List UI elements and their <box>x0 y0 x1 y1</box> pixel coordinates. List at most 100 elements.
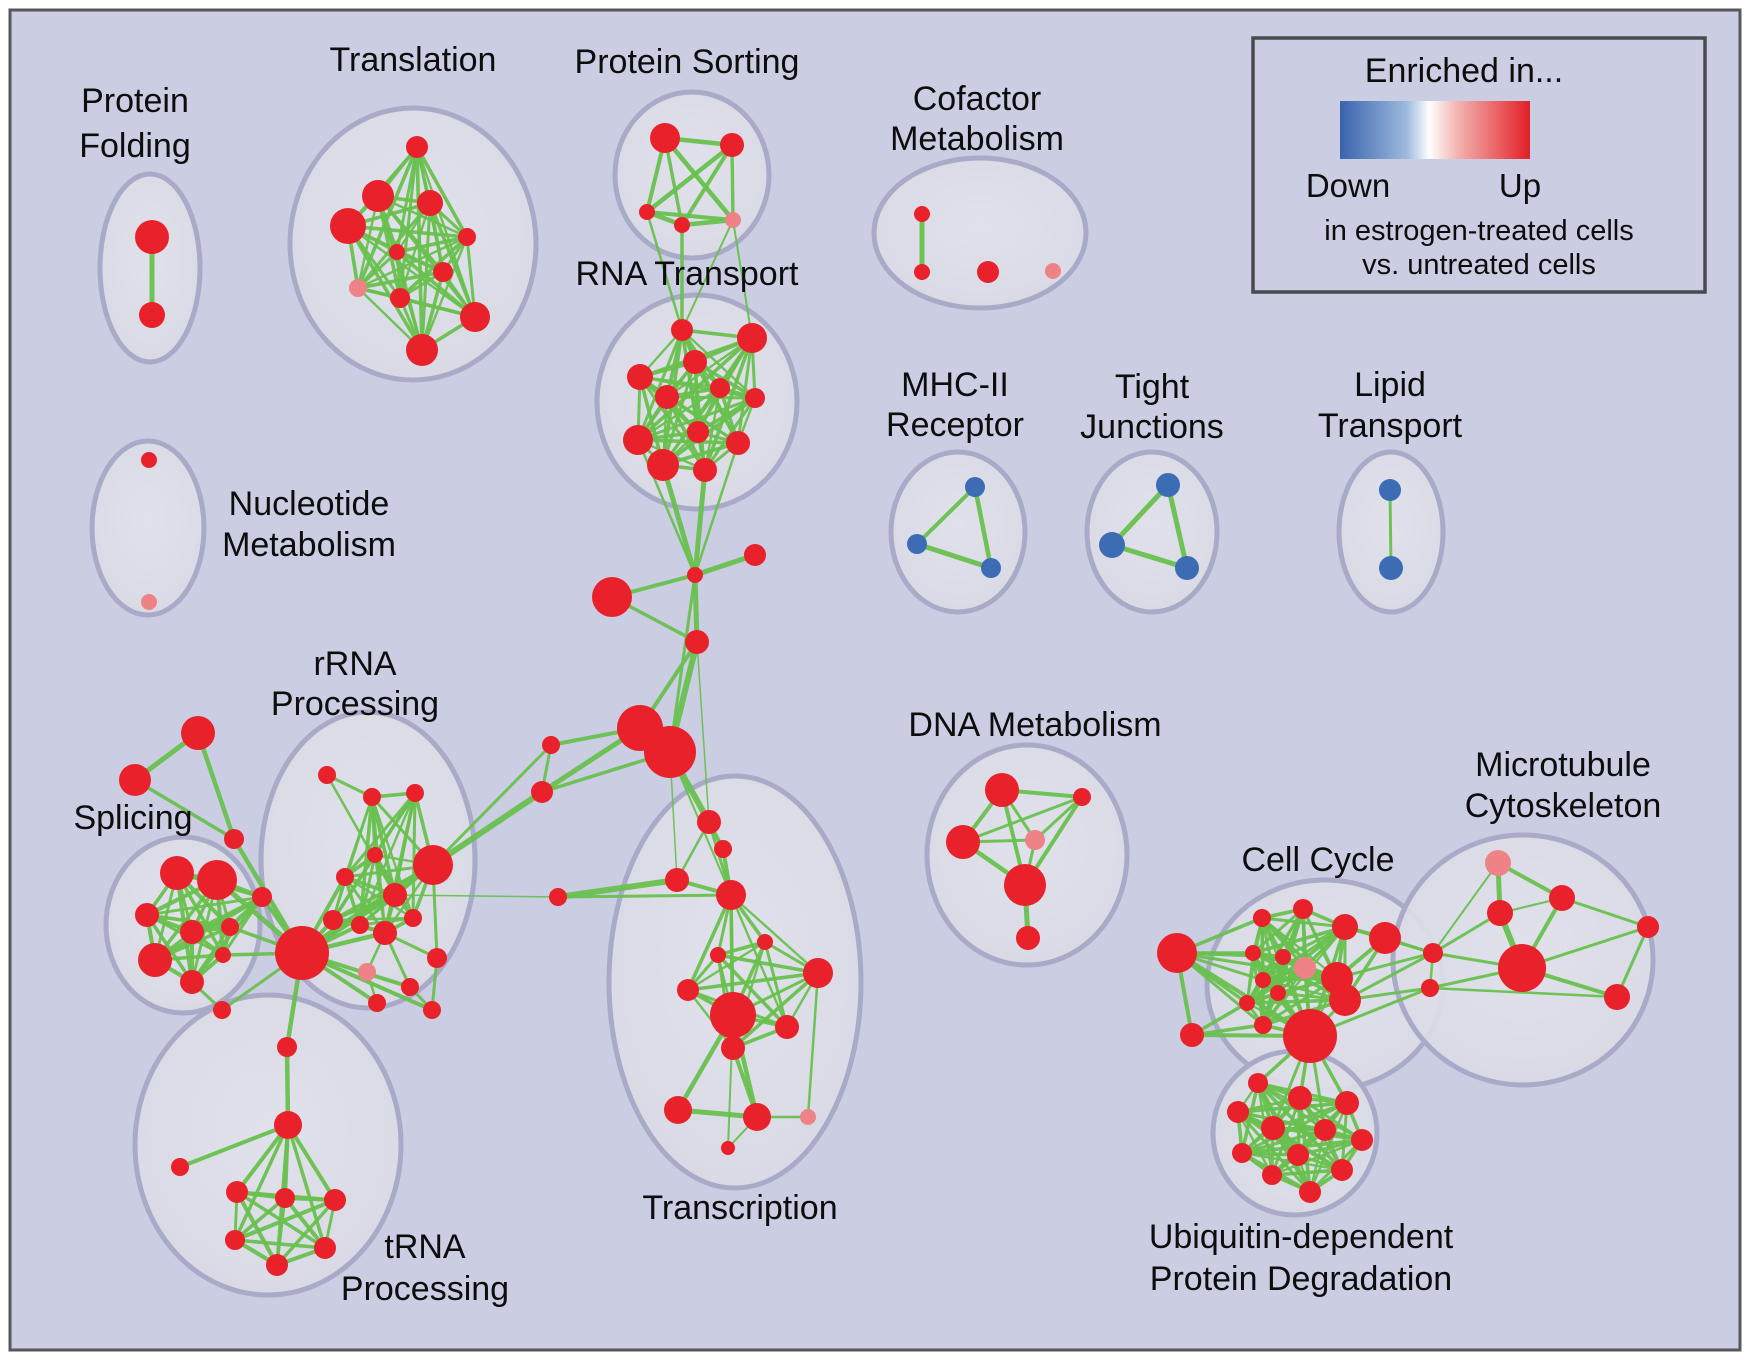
node-rr8[interactable] <box>351 916 369 934</box>
node-tn1[interactable] <box>275 1188 295 1208</box>
node-pf2[interactable] <box>139 302 165 328</box>
node-rr4[interactable] <box>336 868 354 886</box>
node-md_big[interactable] <box>592 577 632 617</box>
node-tj0[interactable] <box>1156 473 1180 497</box>
node-ps4[interactable] <box>725 212 741 228</box>
node-tr3[interactable] <box>330 208 366 244</box>
node-dn4[interactable] <box>1004 864 1046 906</box>
node-rr12[interactable] <box>358 963 376 981</box>
node-rt6[interactable] <box>745 388 765 408</box>
node-rr1[interactable] <box>363 788 381 806</box>
node-cf1[interactable] <box>914 264 930 280</box>
node-tx12[interactable] <box>743 1103 771 1131</box>
node-rt10[interactable] <box>647 449 679 481</box>
node-cf0[interactable] <box>914 206 930 222</box>
node-rr0[interactable] <box>318 766 336 784</box>
node-cc_l[interactable] <box>1157 933 1197 973</box>
node-tr1[interactable] <box>362 180 394 212</box>
node-rt4[interactable] <box>655 385 679 409</box>
node-rt0[interactable] <box>671 319 693 341</box>
node-sp_g1[interactable] <box>119 764 151 796</box>
node-tn_h[interactable] <box>274 1111 302 1139</box>
node-rr_hub[interactable] <box>275 926 329 980</box>
node-tx8[interactable] <box>710 992 756 1038</box>
node-tr5[interactable] <box>389 244 405 260</box>
node-md_r[interactable] <box>744 544 766 566</box>
node-cc6[interactable] <box>1294 957 1316 979</box>
node-sp_g0[interactable] <box>181 716 215 750</box>
node-rr10[interactable] <box>404 909 422 927</box>
node-cc3[interactable] <box>1369 922 1401 954</box>
node-mt_m[interactable] <box>1487 900 1513 926</box>
node-sp_h[interactable] <box>180 970 204 994</box>
node-rt5[interactable] <box>710 378 730 398</box>
node-mt_rt[interactable] <box>1637 916 1659 938</box>
node-tr2[interactable] <box>417 190 443 216</box>
node-rr5[interactable] <box>383 883 407 907</box>
node-rt7[interactable] <box>687 421 709 443</box>
node-cc_l2[interactable] <box>1180 1023 1204 1047</box>
node-rr2[interactable] <box>406 784 424 802</box>
node-tn5[interactable] <box>314 1237 336 1259</box>
node-sp_e[interactable] <box>221 918 239 936</box>
node-mh2[interactable] <box>981 558 1001 578</box>
node-rr9[interactable] <box>373 921 397 945</box>
node-tx3[interactable] <box>716 880 746 910</box>
node-cc4[interactable] <box>1245 945 1261 961</box>
node-rr14[interactable] <box>368 994 386 1012</box>
node-sp_c[interactable] <box>135 903 159 927</box>
node-tr7[interactable] <box>349 279 367 297</box>
node-mh0[interactable] <box>965 477 985 497</box>
node-mt_s2[interactable] <box>1421 979 1439 997</box>
node-rr11[interactable] <box>427 948 447 968</box>
node-pf1[interactable] <box>135 220 169 254</box>
node-rr6[interactable] <box>413 845 453 885</box>
node-rr7[interactable] <box>323 910 343 930</box>
node-nm0[interactable] <box>141 452 157 468</box>
node-cc2[interactable] <box>1332 914 1358 940</box>
node-dn0[interactable] <box>985 773 1019 807</box>
node-tr8[interactable] <box>390 288 410 308</box>
node-rb0[interactable] <box>213 1001 231 1019</box>
node-cc12[interactable] <box>1254 1016 1272 1034</box>
node-rt8[interactable] <box>623 425 653 455</box>
node-cc0[interactable] <box>1253 909 1271 927</box>
node-tx6[interactable] <box>803 958 833 988</box>
node-md_s1[interactable] <box>542 736 560 754</box>
node-mt_s1[interactable] <box>1423 943 1443 963</box>
node-dn2[interactable] <box>946 825 980 859</box>
node-ub6[interactable] <box>1351 1129 1373 1151</box>
node-ub4[interactable] <box>1261 1116 1285 1140</box>
node-md_k[interactable] <box>685 630 709 654</box>
node-cf2[interactable] <box>977 261 999 283</box>
node-ps1[interactable] <box>720 133 744 157</box>
node-rt9[interactable] <box>726 431 750 455</box>
node-ub10[interactable] <box>1331 1159 1353 1181</box>
node-cc9[interactable] <box>1270 985 1286 1001</box>
node-tj1[interactable] <box>1099 532 1125 558</box>
node-ps3[interactable] <box>674 217 690 233</box>
node-tn2[interactable] <box>324 1189 346 1211</box>
node-rr3[interactable] <box>367 847 383 863</box>
node-tn_l[interactable] <box>171 1158 189 1176</box>
node-rt2[interactable] <box>683 350 707 374</box>
node-ub0[interactable] <box>1248 1073 1268 1093</box>
node-ub8[interactable] <box>1287 1144 1309 1166</box>
node-dn3[interactable] <box>1025 830 1045 850</box>
node-cc10[interactable] <box>1239 995 1255 1011</box>
node-md_conn[interactable] <box>549 888 567 906</box>
node-rr15[interactable] <box>423 1001 441 1019</box>
node-tr4[interactable] <box>458 228 476 246</box>
node-tr6[interactable] <box>433 262 453 282</box>
node-tx2[interactable] <box>665 868 689 892</box>
node-md_j[interactable] <box>687 567 703 583</box>
node-tr0[interactable] <box>406 136 428 158</box>
node-md_s2[interactable] <box>531 781 553 803</box>
node-ub1[interactable] <box>1288 1086 1312 1110</box>
node-lt1[interactable] <box>1379 556 1403 580</box>
node-mh1[interactable] <box>907 534 927 554</box>
node-ub2[interactable] <box>1335 1091 1359 1115</box>
node-hub2[interactable] <box>644 726 696 778</box>
node-cc_h[interactable] <box>1283 1009 1337 1063</box>
node-tj2[interactable] <box>1175 556 1199 580</box>
